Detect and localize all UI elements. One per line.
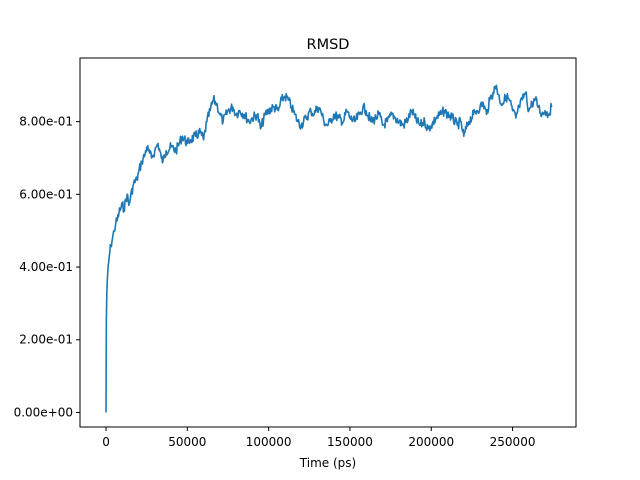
y-axis: 0.00e+00 2.00e-01 4.00e-01 6.00e-01 8.00e-01: [14, 115, 80, 419]
x-tick-label: 150000: [327, 435, 373, 449]
y-tick-label: 8.00e-01: [19, 115, 73, 129]
chart-title: RMSD: [307, 37, 350, 53]
x-tick-label: 250000: [490, 435, 536, 449]
y-tick-label: 4.00e-01: [19, 260, 73, 274]
x-axis: 0 50000 100000 150000 200000 250000: [102, 427, 535, 449]
x-tick-label: 100000: [246, 435, 292, 449]
y-tick-label: 0.00e+00: [14, 405, 73, 419]
x-tick-label: 0: [102, 435, 110, 449]
x-tick-label: 200000: [408, 435, 454, 449]
y-tick-label: 2.00e-01: [19, 333, 73, 347]
plot-frame: [79, 57, 577, 428]
x-tick-label: 50000: [168, 435, 206, 449]
plot-area: [105, 84, 553, 413]
y-tick-label: 6.00e-01: [19, 187, 73, 201]
x-axis-label: Time (ps): [299, 456, 356, 470]
series-line-rmsd: [105, 84, 553, 413]
